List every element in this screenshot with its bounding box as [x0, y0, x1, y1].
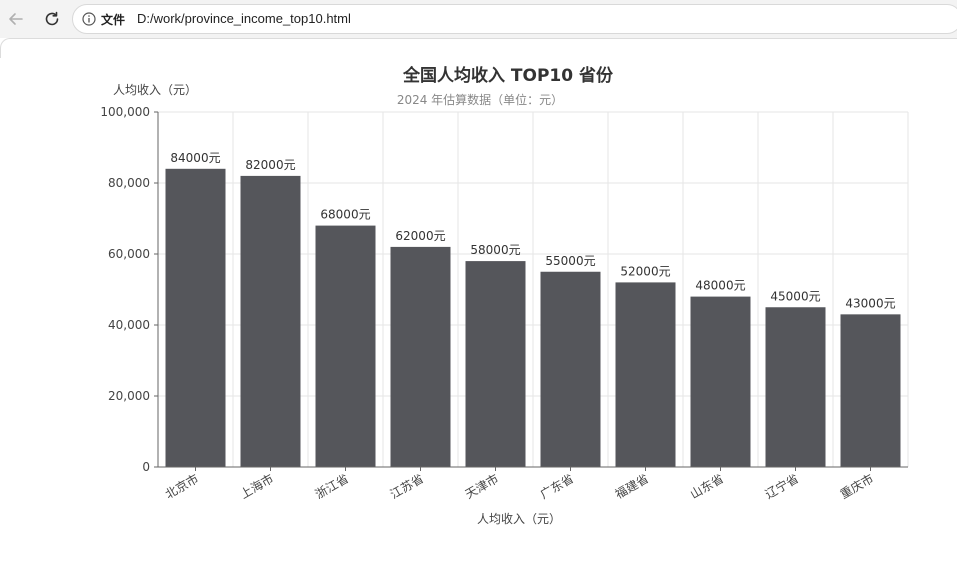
bar	[465, 261, 526, 467]
bar	[315, 225, 376, 467]
bar	[540, 271, 601, 467]
bar	[690, 296, 751, 467]
y-tick-label: 20,000	[108, 389, 150, 403]
bar-value-label: 43000元	[845, 296, 895, 310]
y-tick-label: 80,000	[108, 176, 150, 190]
bar	[240, 175, 301, 467]
x-tick-label: 重庆市	[837, 471, 876, 502]
x-tick-label: 天津市	[462, 471, 501, 502]
bars: 84000元 82000元 68000元 62000元 58000元 55000元 5200…	[165, 151, 901, 468]
x-tick-label: 福建省	[612, 471, 651, 502]
bar	[840, 314, 901, 467]
address-bar[interactable]: 文件 D:/work/province_income_top10.html	[72, 4, 957, 34]
chart-title: 全国人均收入 TOP10 省份	[402, 65, 614, 86]
y-tick-label: 100,000	[100, 105, 150, 119]
bar	[165, 168, 226, 468]
url-text[interactable]: D:/work/province_income_top10.html	[137, 11, 351, 26]
bar	[390, 246, 451, 467]
x-tick-label: 上海市	[237, 471, 276, 502]
bar-value-label: 84000元	[170, 151, 220, 165]
y-tick-label: 0	[142, 460, 150, 474]
back-arrow-icon	[9, 13, 23, 25]
bar-value-label: 82000元	[245, 158, 295, 172]
x-tick-label: 浙江省	[313, 471, 351, 501]
x-tick-label: 辽宁省	[762, 471, 801, 502]
bar-value-label: 62000元	[395, 229, 445, 243]
reload-icon	[45, 11, 59, 26]
bar-value-label: 48000元	[695, 279, 745, 293]
bar	[615, 282, 676, 467]
x-tick-label: 北京市	[162, 471, 201, 502]
bar-value-label: 45000元	[770, 289, 820, 303]
info-icon[interactable]	[82, 12, 96, 26]
y-tick-label: 40,000	[108, 318, 150, 332]
chart-subtitle: 2024 年估算数据（单位：元）	[397, 92, 563, 107]
x-tick-label: 山东省	[688, 471, 726, 501]
x-axis-label: 人均收入（元）	[477, 512, 561, 526]
x-tick-label: 广东省	[538, 471, 576, 501]
x-tick-label: 江苏省	[388, 471, 426, 501]
bar-value-label: 55000元	[545, 254, 595, 268]
bar-value-label: 52000元	[620, 264, 670, 278]
back-button[interactable]	[2, 5, 30, 33]
y-tick-label: 60,000	[108, 247, 150, 261]
page-divider	[10, 38, 957, 39]
y-axis-label: 人均收入（元）	[113, 83, 197, 97]
bar-value-label: 68000元	[320, 208, 370, 222]
bar	[765, 307, 826, 467]
bar-value-label: 58000元	[470, 243, 520, 257]
url-scheme-label: 文件	[101, 13, 126, 27]
reload-button[interactable]	[38, 5, 66, 33]
browser-toolbar: 文件 D:/work/province_income_top10.html	[0, 0, 957, 39]
